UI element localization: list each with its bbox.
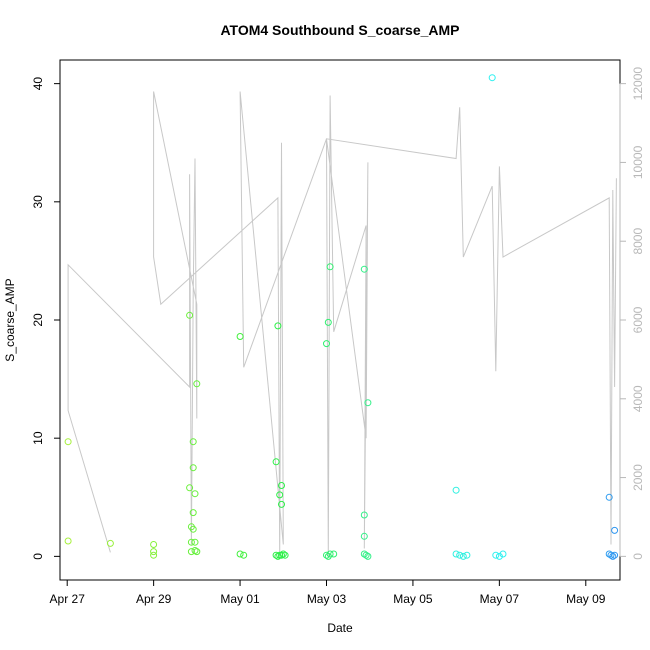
x-tick-label: Apr 29 [136,592,172,606]
data-point [360,550,368,558]
data-point [492,551,500,559]
data-point [191,490,199,498]
data-point [274,322,282,330]
x-axis-label: Date [327,621,353,635]
data-point [64,438,72,446]
data-point [150,541,158,548]
data-point [605,493,613,501]
data-point [324,318,332,326]
data-point [323,340,330,348]
data-point [488,74,496,82]
data-point [193,548,201,556]
data-point [495,552,503,560]
x-tick-label: May 05 [393,592,433,606]
data-point [362,551,370,559]
y-tick-label: 30 [31,195,45,209]
data-point [272,458,280,466]
x-axis: Apr 27 Apr 29 May 01 May 03 May 05 May 07 May … [50,579,606,606]
x-tick-label: Apr 27 [50,592,86,606]
data-point [281,551,289,559]
data-point [187,538,195,546]
data-point [279,550,287,558]
data-point [452,486,460,494]
data-point [326,263,334,271]
data-point [459,552,467,560]
points-layer [64,74,619,560]
data-point [360,532,368,540]
overlay-series-line [67,91,617,557]
y-tick-label: 0 [31,553,45,560]
y-tick-label: 20 [31,313,45,327]
data-point [360,265,368,273]
data-point [191,538,199,546]
data-point [189,464,197,472]
data-point [272,551,280,559]
data-point [236,333,244,340]
y-right-tick-label: 4000 [631,385,645,412]
y-axis-label: S_coarse_AMP [3,278,17,361]
data-point [189,438,197,446]
data-point [186,311,194,319]
x-tick-label: May 09 [566,592,606,606]
data-point [64,537,72,545]
data-point [236,550,244,558]
plot-frame [59,59,621,581]
data-point [187,548,195,556]
data-point [456,551,464,559]
data-point [330,550,338,558]
data-point [278,500,285,508]
data-point [611,526,619,534]
data-point [240,551,248,559]
data-point [360,511,368,519]
data-point [189,525,197,533]
x-tick-label: May 03 [307,592,347,606]
y-axis-right: 0 2000 4000 6000 8000 10000 12000 [619,67,645,560]
y-axis-left: 0 10 20 30 40 [31,77,61,560]
data-point [364,399,372,407]
data-point [193,380,201,388]
data-point [326,550,334,558]
x-tick-label: May 01 [220,592,260,606]
data-point [463,551,471,559]
data-point [323,551,330,559]
data-point [191,547,199,554]
y-right-tick-label: 8000 [631,228,645,255]
data-point [607,551,615,559]
data-point [186,484,194,492]
y-right-tick-label: 6000 [631,306,645,333]
overlay-line-layer [67,91,617,557]
data-point [150,548,158,556]
chart-title: ATOM4 Southbound S_coarse_AMP [220,22,459,38]
data-point [189,509,197,517]
data-point [452,550,460,558]
data-point [276,491,284,499]
data-point [106,539,114,547]
data-point [499,550,507,558]
y-right-tick-label: 2000 [631,464,645,491]
x-tick-label: May 07 [480,592,520,606]
data-point [278,482,285,489]
data-point [364,552,372,560]
y-right-tick-label: 12000 [631,67,645,101]
data-point [609,552,617,560]
data-point [150,551,158,559]
y-tick-label: 40 [31,77,45,91]
y-tick-label: 10 [31,431,45,445]
y-right-tick-label: 0 [631,553,645,560]
data-point [611,551,619,559]
y-right-tick-label: 10000 [631,145,645,179]
data-point [278,551,285,559]
